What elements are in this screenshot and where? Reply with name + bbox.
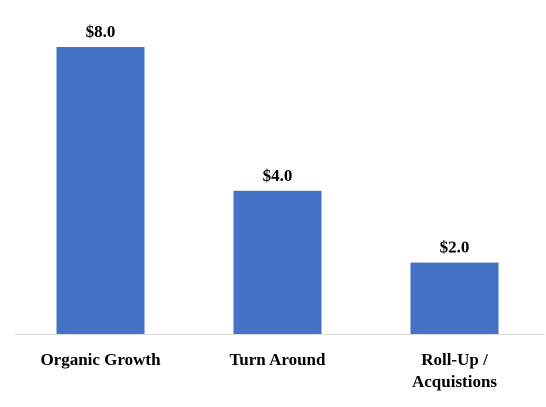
bar-0 — [56, 47, 145, 335]
x-tick-label-2: Roll-Up / Acquistions — [412, 350, 497, 391]
x-tick-label-1: Turn Around — [230, 350, 326, 369]
data-label-1: $4.0 — [263, 166, 293, 185]
bars-group — [56, 47, 499, 335]
x-tick-label-1-line-0: Turn Around — [230, 350, 326, 369]
x-tick-label-0: Organic Growth — [40, 350, 161, 369]
x-tick-label-2-line-0: Roll-Up / — [421, 350, 488, 369]
data-labels-group: $8.0 $4.0 $2.0 — [86, 22, 470, 257]
x-tick-label-2-line-1: Acquistions — [412, 372, 497, 391]
x-tick-labels-group: Organic Growth Turn Around Roll-Up / Acquis… — [40, 350, 497, 391]
x-tick-label-0-line-0: Organic Growth — [40, 350, 161, 369]
bar-2 — [410, 262, 499, 335]
data-label-0: $8.0 — [86, 22, 116, 41]
bar-1 — [233, 190, 322, 335]
data-label-2: $2.0 — [440, 238, 470, 257]
